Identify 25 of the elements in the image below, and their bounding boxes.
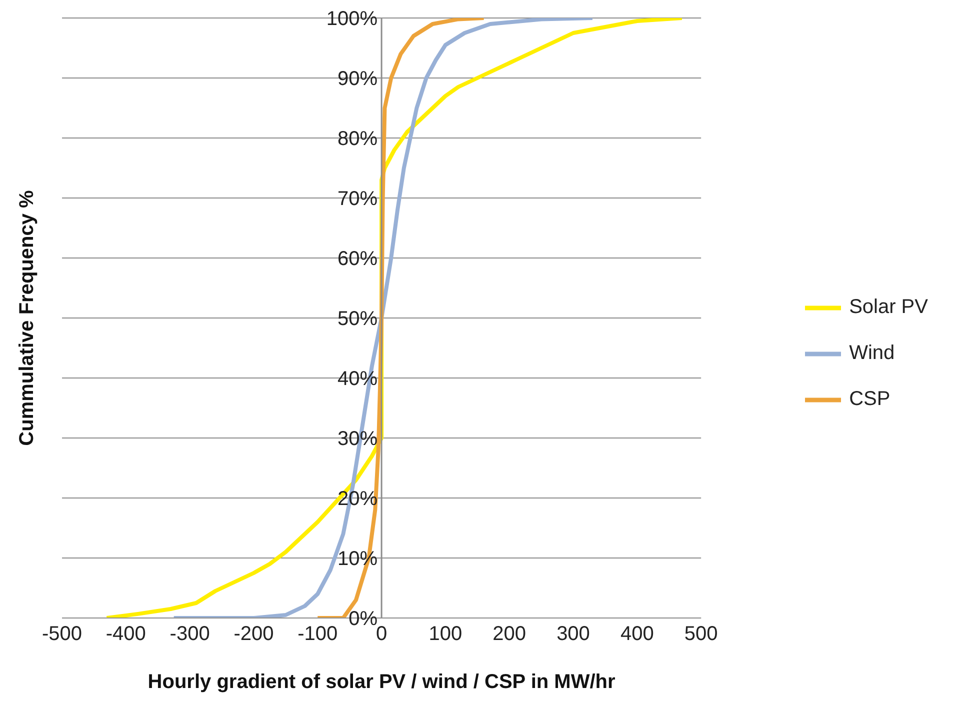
y-tick-label: 30%: [338, 428, 378, 450]
y-tick-label: 80%: [338, 128, 378, 150]
x-tick-label: -500: [42, 623, 82, 646]
x-tick-label: -200: [234, 623, 274, 646]
x-tick-label: -100: [298, 623, 338, 646]
y-tick-label: 50%: [338, 308, 378, 330]
x-tick-label: -400: [106, 623, 146, 646]
legend-label: Solar PV: [849, 296, 928, 318]
x-tick-label: 100: [428, 623, 462, 646]
x-axis-title: Hourly gradient of solar PV / wind / CSP in MW/hr: [148, 671, 616, 693]
y-tick-label: 60%: [338, 248, 378, 270]
y-axis-title: Cummulative Frequency %: [16, 190, 38, 446]
x-tick-label: 400: [620, 623, 654, 646]
x-tick-label: 0: [376, 623, 388, 646]
y-tick-label: 0%: [348, 608, 378, 630]
x-tick-label: 200: [492, 623, 526, 646]
legend-label: CSP: [849, 388, 890, 410]
y-tick-label: 100%: [326, 8, 378, 30]
x-tick-label: 500: [684, 623, 718, 646]
y-tick-label: 70%: [338, 188, 378, 210]
x-tick-label: 300: [556, 623, 590, 646]
legend-label: Wind: [849, 342, 895, 364]
x-tick-label: -300: [170, 623, 210, 646]
y-tick-label: 40%: [338, 368, 378, 390]
y-tick-label: 90%: [338, 68, 378, 90]
